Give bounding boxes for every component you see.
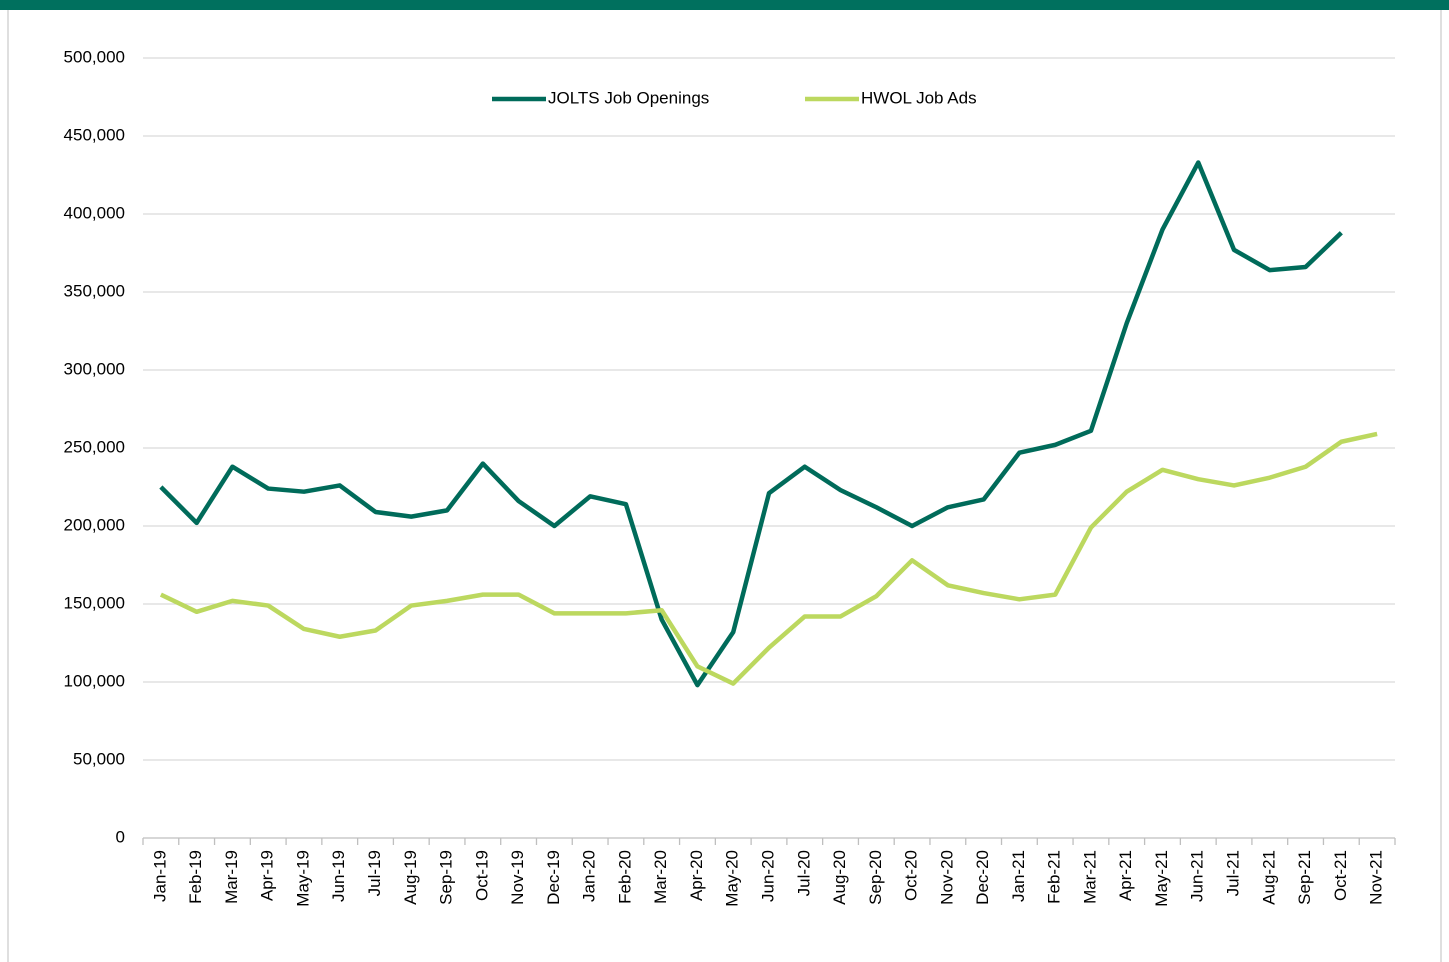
x-tick-label: Sep-19 bbox=[437, 850, 456, 905]
x-tick-label: Jan-20 bbox=[580, 850, 599, 902]
x-tick-label: Jan-21 bbox=[1009, 850, 1028, 902]
x-tick-label: May-21 bbox=[1152, 850, 1171, 907]
x-tick-label: Mar-21 bbox=[1080, 850, 1099, 904]
y-tick-label: 300,000 bbox=[64, 359, 125, 378]
x-tick-label: Oct-19 bbox=[472, 850, 491, 901]
x-tick-label: Feb-19 bbox=[186, 850, 205, 904]
x-tick-label: Mar-19 bbox=[222, 850, 241, 904]
x-tick-label: Jul-21 bbox=[1224, 850, 1243, 896]
x-tick-label: Mar-20 bbox=[651, 850, 670, 904]
x-tick-label: Nov-20 bbox=[937, 850, 956, 905]
x-tick-label: Jun-19 bbox=[329, 850, 348, 902]
x-tick-label: Nov-19 bbox=[508, 850, 527, 905]
y-tick-label: 450,000 bbox=[64, 125, 125, 144]
x-tick-label: Oct-20 bbox=[902, 850, 921, 901]
x-tick-label: Feb-21 bbox=[1045, 850, 1064, 904]
x-tick-label: Apr-19 bbox=[258, 850, 277, 901]
line-series bbox=[159, 431, 1378, 686]
x-tick-label: May-19 bbox=[293, 850, 312, 907]
y-tick-label: 500,000 bbox=[64, 47, 125, 66]
x-tick-label: Sep-21 bbox=[1295, 850, 1314, 905]
y-tick-label: 250,000 bbox=[64, 437, 125, 456]
y-tick-label: 350,000 bbox=[64, 281, 125, 300]
x-tick-label: Apr-21 bbox=[1116, 850, 1135, 901]
x-tick-label: Jul-20 bbox=[794, 850, 813, 896]
x-tick-label: Dec-19 bbox=[544, 850, 563, 905]
y-tick-label: 400,000 bbox=[64, 203, 125, 222]
top-bar bbox=[0, 0, 1449, 10]
y-tick-label: 0 bbox=[116, 827, 125, 846]
x-tick-label: Jun-20 bbox=[758, 850, 777, 902]
legend-label: JOLTS Job Openings bbox=[548, 88, 709, 107]
legend-label: HWOL Job Ads bbox=[861, 88, 977, 107]
y-tick-label: 150,000 bbox=[64, 593, 125, 612]
y-tick-label: 50,000 bbox=[73, 749, 125, 768]
x-tick-label: Jan-19 bbox=[150, 850, 169, 902]
x-tick-label: Nov-21 bbox=[1367, 850, 1386, 905]
x-tick-label: Jun-21 bbox=[1188, 850, 1207, 902]
x-tick-label: Dec-20 bbox=[973, 850, 992, 905]
y-tick-label: 200,000 bbox=[64, 515, 125, 534]
x-tick-label: Jul-19 bbox=[365, 850, 384, 896]
x-tick-label: Aug-21 bbox=[1259, 850, 1278, 905]
x-tick-label: Aug-19 bbox=[401, 850, 420, 905]
x-tick-label: Apr-20 bbox=[687, 850, 706, 901]
x-tick-label: May-20 bbox=[723, 850, 742, 907]
y-tick-label: 100,000 bbox=[64, 671, 125, 690]
x-tick-label: Sep-20 bbox=[866, 850, 885, 905]
x-tick-label: Aug-20 bbox=[830, 850, 849, 905]
x-tick-label: Oct-21 bbox=[1331, 850, 1350, 901]
x-tick-label: Feb-20 bbox=[615, 850, 634, 904]
line-series bbox=[159, 160, 1343, 688]
